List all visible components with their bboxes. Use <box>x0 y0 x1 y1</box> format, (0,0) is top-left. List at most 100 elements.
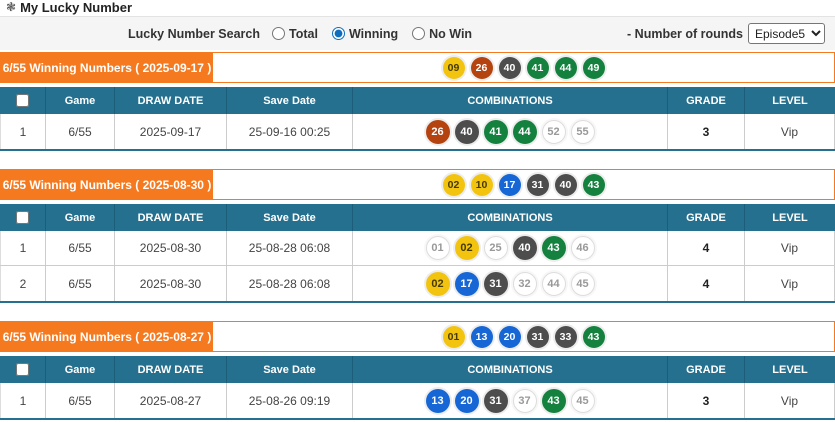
grade-cell: 4 <box>668 231 745 265</box>
level-cell: Vip <box>745 383 835 418</box>
row-index-cell: 1 <box>0 114 46 149</box>
draw-date-cell: 2025-08-30 <box>115 231 227 265</box>
game-cell: 6/55 <box>46 231 115 265</box>
rounds-select[interactable]: Episode5 <box>748 23 825 44</box>
radio-winning[interactable]: Winning <box>331 26 399 41</box>
lottery-ball-37: 37 <box>512 388 537 413</box>
level-cell: Vip <box>745 231 835 265</box>
table-row[interactable]: 1 6/55 2025-09-17 25-09-16 00:25 26 40 41 44 52 5… <box>0 114 835 149</box>
results-table: Game DRAW DATE Save Date COMBINATIONS GRADE L… <box>0 204 835 303</box>
lottery-ball-41: 41 <box>483 119 508 144</box>
column-header-draw-date: DRAW DATE <box>115 87 227 114</box>
grade-value: 4 <box>702 276 710 291</box>
lottery-ball-46: 46 <box>570 236 595 260</box>
lottery-ball-31: 31 <box>483 388 508 413</box>
column-header-grade: GRADE <box>668 204 745 231</box>
lottery-ball-40: 40 <box>498 56 521 79</box>
draw-date-cell: 2025-08-30 <box>115 266 227 301</box>
result-section-2: 6/55 Winning Numbers ( 2025-08-30 ) 02 1 0 1… <box>0 169 835 303</box>
section-header: 6/55 Winning Numbers ( 2025-08-27 ) 01 13 2… <box>0 321 835 352</box>
rounds-label: - Number of rounds <box>627 26 743 41</box>
grade-value: 3 <box>702 124 710 139</box>
grade-value: 3 <box>702 393 710 408</box>
results-table: Game DRAW DATE Save Date COMBINATIONS GRADE L… <box>0 356 835 420</box>
lottery-ball-09: 09 <box>442 56 465 79</box>
table-row[interactable]: 1 6/55 2025-08-27 25-08-26 09:19 13 20 31 37 43 4… <box>0 383 835 418</box>
grade-cell: 3 <box>668 114 745 149</box>
winning-numbers: 01 13 20 31 33 43 <box>213 322 834 351</box>
section-title: 6/55 Winning Numbers ( 2025-08-27 ) <box>1 322 213 351</box>
radio-nowin[interactable]: No Win <box>412 27 472 41</box>
column-header-level: LEVEL <box>772 94 808 107</box>
lottery-ball-44: 44 <box>512 119 537 144</box>
lottery-ball-40: 40 <box>512 236 537 260</box>
result-section-1: 6/55 Winning Numbers ( 2025-09-17 ) 09 26 4… <box>0 52 835 151</box>
save-date-cell: 25-08-28 06:08 <box>227 266 353 301</box>
grade-cell: 3 <box>668 383 745 418</box>
column-header-combinations: COMBINATIONS <box>353 87 668 114</box>
row-index-cell: 1 <box>0 231 46 265</box>
radio-total-input[interactable] <box>272 27 285 40</box>
lottery-ball-55: 55 <box>570 119 595 144</box>
column-header-save-date: Save Date <box>227 87 353 114</box>
radio-nowin-input[interactable] <box>412 27 426 40</box>
lottery-ball-26: 26 <box>470 56 493 79</box>
lottery-ball-44: 44 <box>554 56 577 79</box>
row-index-cell: 1 <box>0 383 46 418</box>
level-cell: Vip <box>745 114 835 149</box>
lottery-ball-13: 13 <box>470 325 493 348</box>
table-header-row: Game DRAW DATE Save Date COMBINATIONS GRADE L… <box>0 356 835 383</box>
combinations-cell: 26 40 41 44 52 55 <box>353 114 668 149</box>
results-sections: 6/55 Winning Numbers ( 2025-09-17 ) 09 26 4… <box>0 52 835 420</box>
select-all-checkbox[interactable] <box>16 363 29 376</box>
select-all-checkbox[interactable] <box>16 211 29 224</box>
column-header-grade: GRADE <box>668 87 745 114</box>
table-header-row: Game DRAW DATE Save Date COMBINATIONS GRADE L… <box>0 204 835 231</box>
lottery-ball-02: 02 <box>425 271 450 296</box>
column-header-save-date: Save Date <box>227 356 353 383</box>
lottery-ball-25: 25 <box>483 236 508 260</box>
lottery-ball-02: 02 <box>454 236 479 260</box>
results-table: Game DRAW DATE Save Date COMBINATIONS GRADE L… <box>0 87 835 151</box>
row-index-cell: 2 <box>0 266 46 301</box>
column-header-game: Game <box>46 204 115 231</box>
lottery-ball-17: 17 <box>454 271 479 296</box>
section-title: 6/55 Winning Numbers ( 2025-09-17 ) <box>1 53 213 82</box>
section-title: 6/55 Winning Numbers ( 2025-08-30 ) <box>1 170 213 199</box>
result-section-3: 6/55 Winning Numbers ( 2025-08-27 ) 01 13 2… <box>0 321 835 420</box>
level-cell: Vip <box>745 266 835 301</box>
column-header-combinations: COMBINATIONS <box>353 204 668 231</box>
lottery-ball-45: 45 <box>570 388 595 413</box>
lottery-ball-43: 43 <box>541 236 566 260</box>
flower-icon: ❃ <box>6 0 17 14</box>
lottery-ball-45: 45 <box>570 271 595 296</box>
lottery-ball-40: 40 <box>554 173 577 196</box>
lottery-ball-52: 52 <box>541 119 566 144</box>
lottery-ball-43: 43 <box>541 388 566 413</box>
combinations-cell: 02 17 31 32 44 45 <box>353 266 668 301</box>
page-title: My Lucky Number <box>20 0 133 15</box>
column-header-draw-date: DRAW DATE <box>115 204 227 231</box>
combinations-cell: 13 20 31 37 43 45 <box>353 383 668 418</box>
draw-date-cell: 2025-09-17 <box>115 114 227 149</box>
table-row[interactable]: 1 6/55 2025-08-30 25-08-28 06:08 01 02 25 40 43 4… <box>0 231 835 266</box>
radio-winning-input[interactable] <box>331 27 345 40</box>
lottery-ball-20: 20 <box>454 388 479 413</box>
lottery-ball-41: 41 <box>526 56 549 79</box>
select-all-checkbox[interactable] <box>16 94 29 107</box>
draw-date-cell: 2025-08-27 <box>115 383 227 418</box>
section-header: 6/55 Winning Numbers ( 2025-09-17 ) 09 26 4… <box>0 52 835 83</box>
table-row[interactable]: 2 6/55 2025-08-30 25-08-28 06:08 02 17 31 32 44 4… <box>0 266 835 301</box>
section-header: 6/55 Winning Numbers ( 2025-08-30 ) 02 10 1… <box>0 169 835 200</box>
radio-total[interactable]: Total <box>272 27 318 41</box>
lottery-ball-26: 26 <box>425 119 450 144</box>
column-header-draw-date: DRAW DATE <box>115 356 227 383</box>
lottery-ball-40: 40 <box>454 119 479 144</box>
lottery-ball-01: 01 <box>425 236 450 260</box>
lottery-ball-31: 31 <box>526 173 549 196</box>
column-header-level: LEVEL <box>772 363 808 376</box>
lottery-ball-43: 43 <box>582 173 605 196</box>
search-radio-group: Total Winning No Win <box>272 27 472 41</box>
radio-winning-label: Winning <box>348 26 399 41</box>
lottery-ball-20: 20 <box>498 325 521 348</box>
